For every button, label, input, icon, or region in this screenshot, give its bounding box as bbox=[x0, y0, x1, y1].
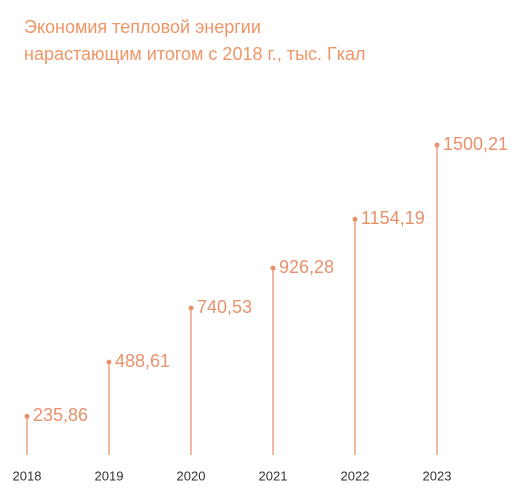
chart-subtitle: нарастающим итогом с 2018 г., тыс. Гкал bbox=[24, 44, 366, 64]
dot bbox=[24, 413, 30, 419]
dot bbox=[270, 265, 276, 271]
x-tick-label: 2018 bbox=[13, 468, 42, 483]
value-label: 926,28 bbox=[279, 257, 334, 277]
x-tick-label: 2021 bbox=[259, 468, 288, 483]
dot bbox=[352, 216, 358, 222]
x-tick-label: 2019 bbox=[95, 468, 124, 483]
dot bbox=[106, 359, 112, 365]
value-label: 488,61 bbox=[115, 351, 170, 371]
x-tick-label: 2020 bbox=[177, 468, 206, 483]
x-tick-label: 2022 bbox=[341, 468, 370, 483]
dot bbox=[188, 305, 194, 311]
value-label: 235,86 bbox=[33, 405, 88, 425]
dot bbox=[434, 142, 440, 148]
value-label: 740,53 bbox=[197, 297, 252, 317]
value-label: 1500,21 bbox=[443, 134, 508, 154]
x-tick-label: 2023 bbox=[423, 468, 452, 483]
value-label: 1154,19 bbox=[361, 208, 425, 228]
chart-title: Экономия тепловой энергии bbox=[24, 17, 261, 37]
